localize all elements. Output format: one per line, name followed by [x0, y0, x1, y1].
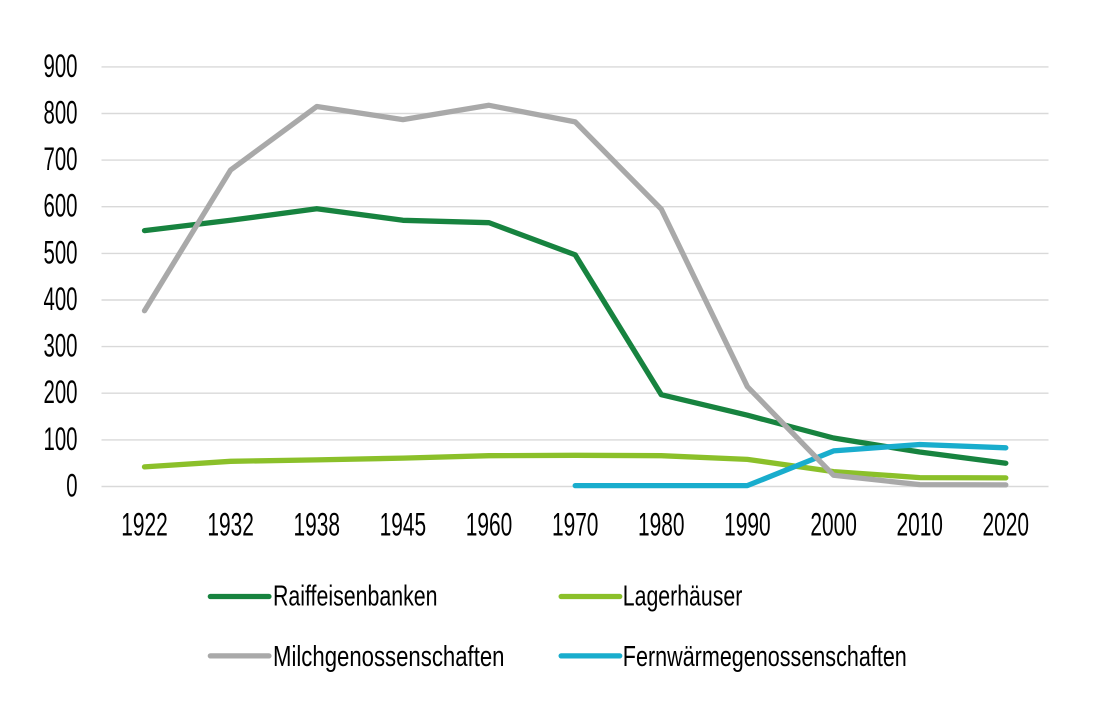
svg-text:900: 900 [44, 48, 78, 84]
svg-text:1980: 1980 [638, 507, 685, 543]
svg-text:500: 500 [44, 234, 78, 270]
svg-text:800: 800 [44, 95, 78, 131]
svg-text:300: 300 [44, 328, 78, 364]
svg-text:400: 400 [44, 281, 78, 317]
svg-text:2010: 2010 [896, 507, 943, 543]
svg-text:2020: 2020 [983, 507, 1030, 543]
svg-text:100: 100 [44, 421, 78, 457]
svg-text:Lagerhäuser: Lagerhäuser [623, 581, 743, 613]
svg-text:200: 200 [44, 374, 78, 410]
svg-text:1990: 1990 [724, 507, 771, 543]
svg-text:Raiffeisenbanken: Raiffeisenbanken [273, 581, 438, 613]
svg-text:1945: 1945 [380, 507, 427, 543]
svg-text:1960: 1960 [466, 507, 513, 543]
svg-text:1970: 1970 [552, 507, 599, 543]
svg-text:700: 700 [44, 141, 78, 177]
svg-text:1938: 1938 [294, 507, 341, 543]
svg-text:600: 600 [44, 188, 78, 224]
svg-text:Milchgenossenschaften: Milchgenossenschaften [273, 641, 505, 673]
svg-text:0: 0 [66, 468, 77, 504]
svg-text:1932: 1932 [207, 507, 254, 543]
svg-text:Fernwärmegenossenschaften: Fernwärmegenossenschaften [623, 641, 907, 673]
svg-text:1922: 1922 [121, 507, 168, 543]
svg-text:2000: 2000 [810, 507, 857, 543]
